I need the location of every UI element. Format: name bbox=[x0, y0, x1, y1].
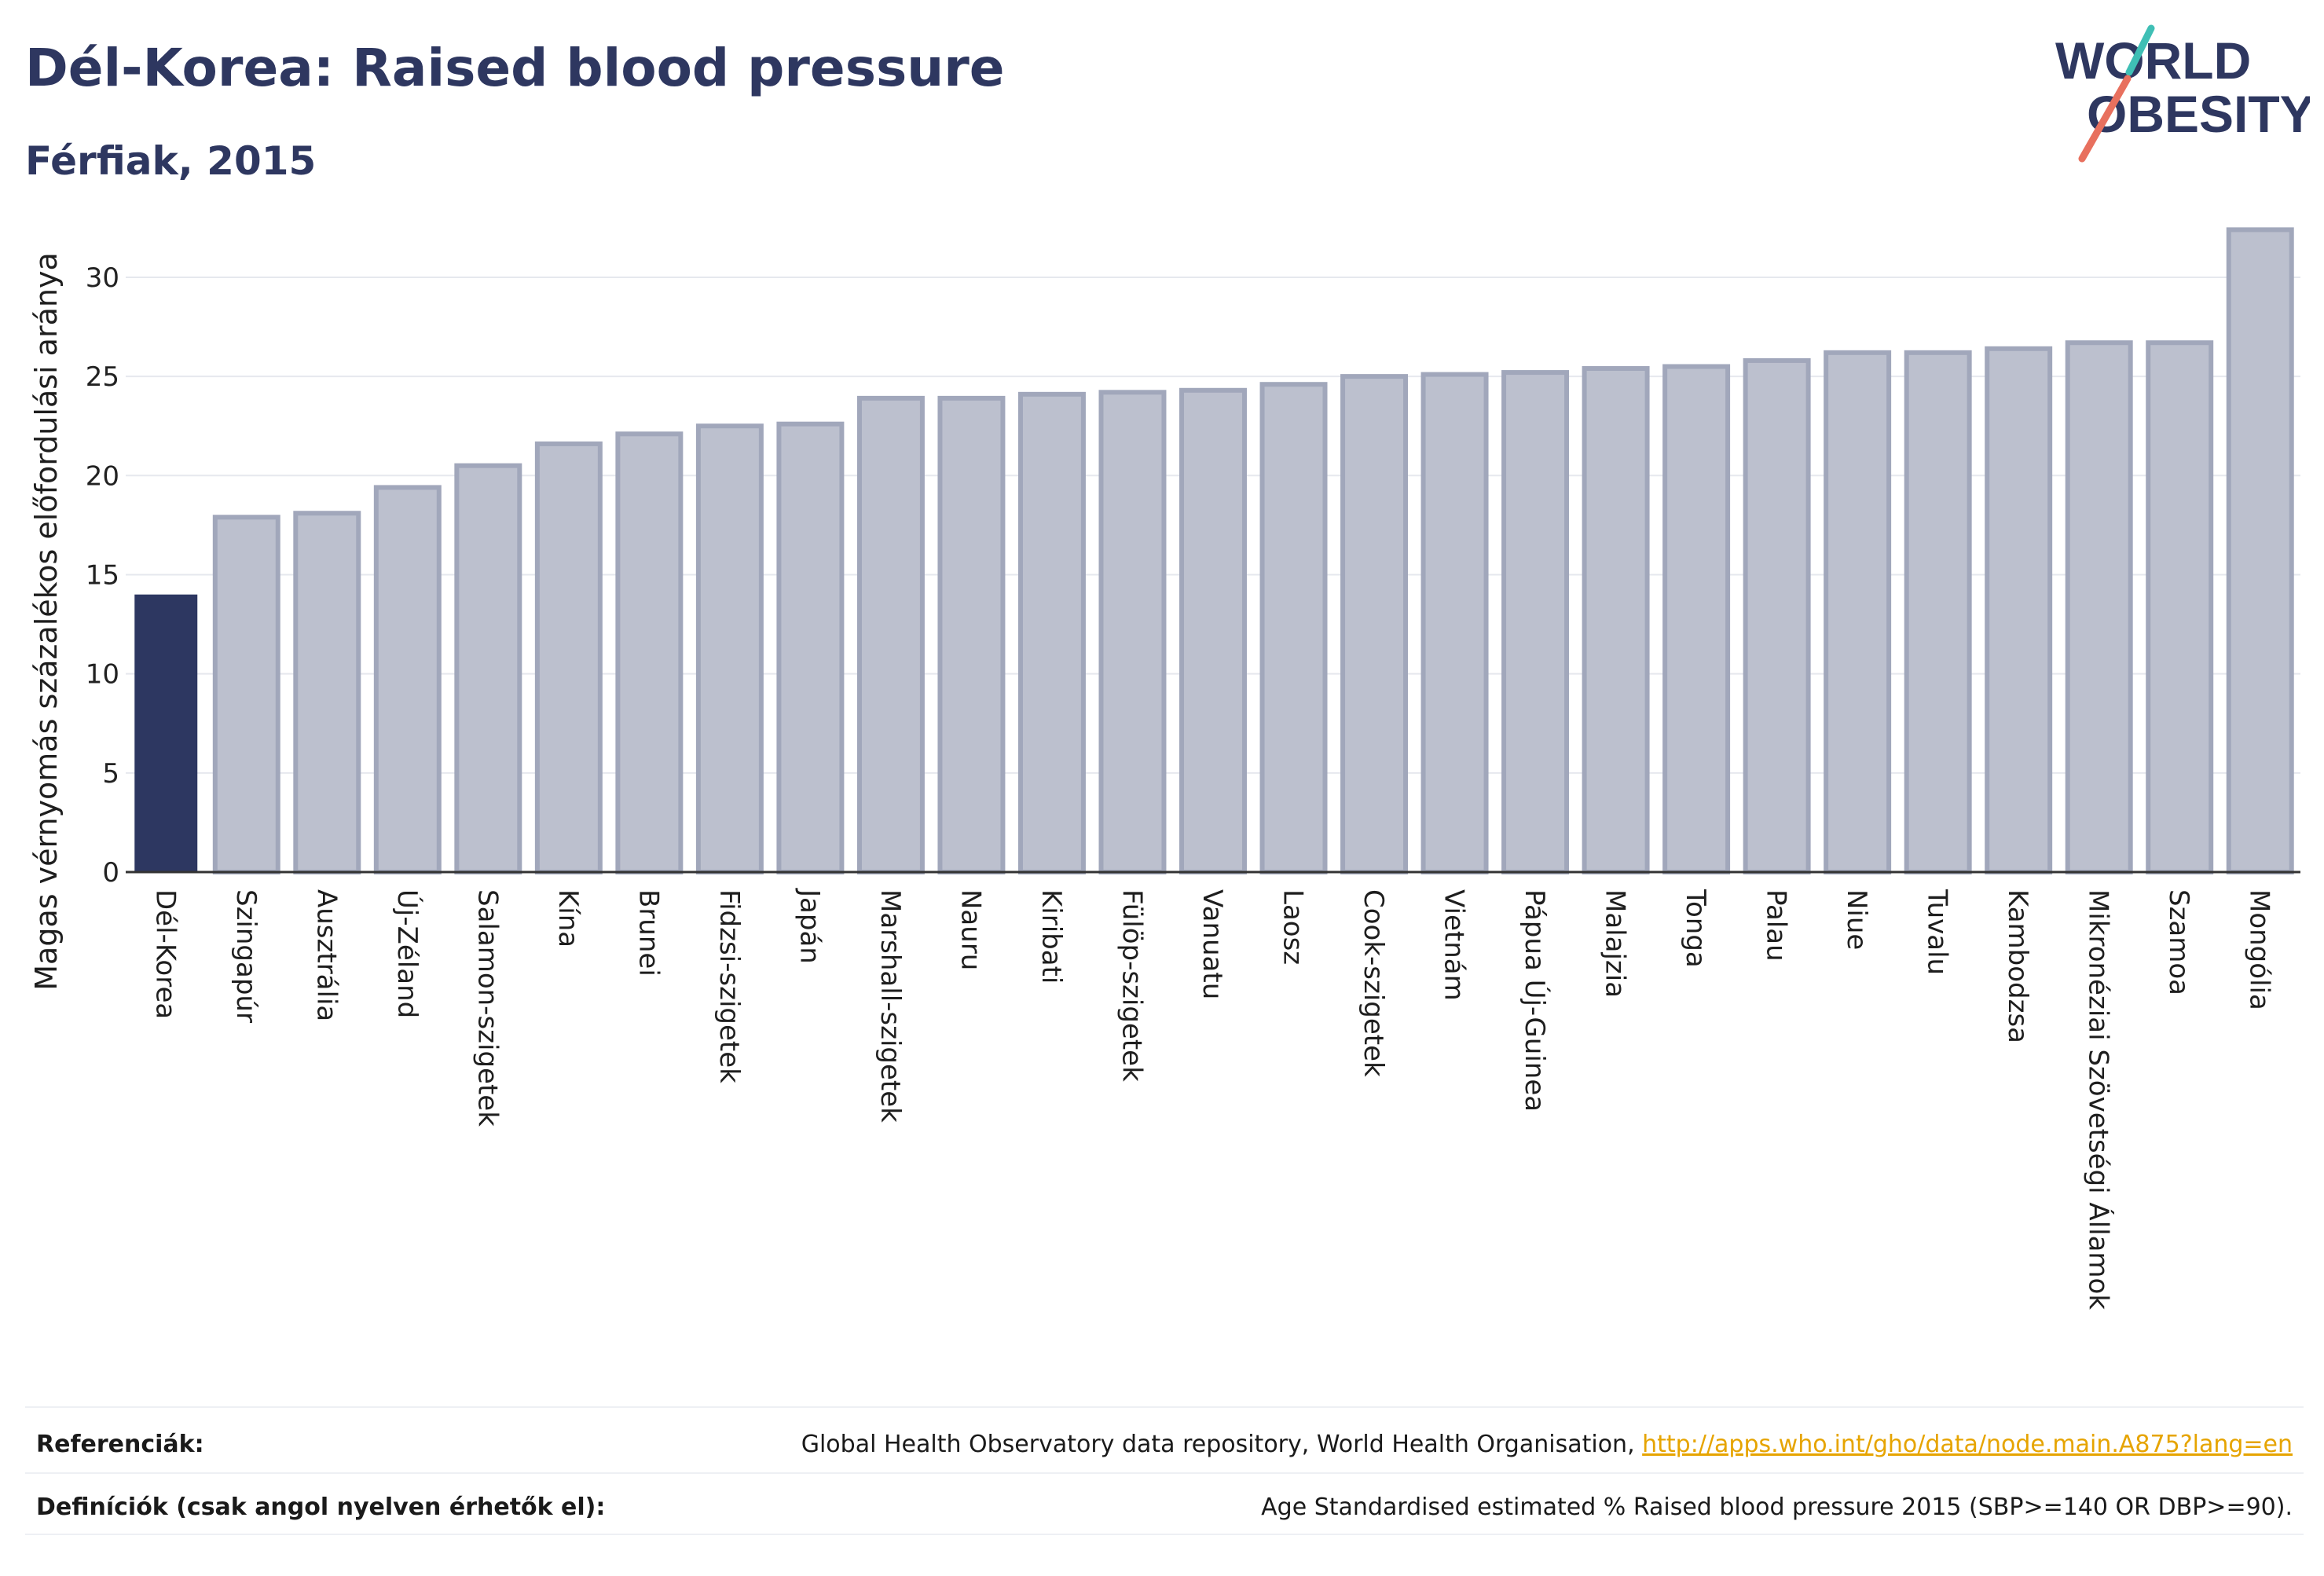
bar bbox=[2146, 340, 2214, 874]
y-tick-label: 15 bbox=[86, 559, 119, 591]
y-tick-label: 25 bbox=[86, 361, 119, 393]
chart-subtitle: Férfiak, 2015 bbox=[25, 138, 317, 184]
x-tick-label: Kína bbox=[552, 889, 584, 947]
definitions-row: Definíciók (csak angol nyelven érhetők e… bbox=[25, 1477, 2304, 1537]
bar bbox=[695, 423, 764, 874]
y-tick-label: 30 bbox=[86, 262, 119, 294]
bar bbox=[1743, 357, 1811, 875]
x-tick-label: Vanuatu bbox=[1197, 889, 1228, 999]
bar bbox=[1420, 372, 1489, 874]
x-tick-label: Niue bbox=[1841, 889, 1872, 950]
x-tick-label: Nauru bbox=[955, 889, 986, 970]
x-tick-label: Tuvalu bbox=[1922, 889, 1953, 975]
references-text: Global Health Observatory data repositor… bbox=[801, 1430, 1643, 1458]
bar bbox=[776, 421, 845, 874]
bar bbox=[2065, 340, 2133, 874]
x-tick-label: Kiribati bbox=[1036, 889, 1067, 984]
bar bbox=[2226, 227, 2294, 874]
bar bbox=[1985, 346, 2053, 875]
x-tick-label: Mikronéziai Szövetségi Államok bbox=[2083, 889, 2115, 1310]
x-tick-label: Pápua Új-Guinea bbox=[1519, 889, 1551, 1112]
bar bbox=[454, 463, 522, 874]
x-tick-label: Fidzsi-szigetek bbox=[713, 889, 745, 1083]
bar bbox=[1259, 382, 1328, 874]
x-tick-label: Laosz bbox=[1277, 889, 1309, 965]
logo-slash-teal bbox=[2125, 24, 2155, 76]
references-link[interactable]: http://apps.who.int/gho/data/node.main.A… bbox=[1642, 1430, 2293, 1458]
bar bbox=[615, 431, 684, 874]
y-tick-label: 0 bbox=[102, 857, 119, 889]
bar bbox=[1017, 391, 1086, 874]
logo-line-1: WORLD bbox=[2055, 31, 2251, 90]
definitions-label: Definíciók (csak angol nyelven érhetők e… bbox=[36, 1493, 606, 1521]
x-tick-label: Marshall-szigetek bbox=[874, 889, 906, 1123]
bar bbox=[1340, 374, 1409, 874]
x-tick-label: Dél-Korea bbox=[149, 889, 181, 1019]
x-tick-label: Szingapúr bbox=[230, 889, 262, 1023]
bar bbox=[373, 485, 442, 874]
chart-title: Dél-Korea: Raised blood pressure bbox=[25, 38, 1005, 98]
x-tick-label: Japán bbox=[794, 888, 825, 964]
footer-divider-bottom bbox=[25, 1534, 2304, 1535]
y-axis-label: Magas vérnyomás százalékos előfordulási … bbox=[29, 252, 64, 990]
x-tick-label: Ausztrália bbox=[310, 889, 342, 1021]
x-tick-label: Mongólia bbox=[2244, 889, 2275, 1010]
x-tick-label: Tonga bbox=[1680, 889, 1711, 968]
bar bbox=[856, 395, 925, 874]
bar bbox=[1662, 364, 1731, 874]
bar bbox=[1098, 390, 1167, 874]
references-label: Referenciák: bbox=[36, 1430, 204, 1458]
x-tick-label: Fülöp-szigetek bbox=[1116, 889, 1147, 1082]
x-tick-label: Vietnám bbox=[1439, 889, 1470, 1001]
x-tick-label: Kambodzsa bbox=[2002, 889, 2033, 1043]
logo-line-2: OBESITY bbox=[2087, 85, 2310, 143]
bar bbox=[1179, 387, 1247, 874]
y-tick-label: 20 bbox=[86, 460, 119, 492]
bar bbox=[937, 395, 1006, 874]
x-tick-label: Malajzia bbox=[1600, 889, 1631, 998]
x-tick-label: Brunei bbox=[632, 889, 664, 977]
references-row: Referenciák: Global Health Observatory d… bbox=[25, 1414, 2304, 1474]
x-tick-label: Új-Zéland bbox=[391, 889, 423, 1018]
references-source: Global Health Observatory data repositor… bbox=[801, 1431, 2293, 1458]
definitions-text: Age Standardised estimated % Raised bloo… bbox=[1261, 1493, 2293, 1521]
y-tick-label: 5 bbox=[102, 758, 119, 790]
x-tick-label: Szamoa bbox=[2163, 889, 2194, 995]
x-tick-label: Salamon-szigetek bbox=[471, 889, 503, 1127]
bar bbox=[1824, 350, 1892, 875]
y-tick-label: 10 bbox=[86, 659, 119, 691]
world-obesity-logo: WORLD OBESITY bbox=[2055, 24, 2310, 163]
bar-chart: 0 5 10 15 20 25 30 Dél-Korea Szingapúr Ausztrália… bbox=[29, 227, 2300, 1310]
bar bbox=[134, 594, 198, 872]
x-tick-label: Palau bbox=[1761, 889, 1792, 962]
logo-slash-coral bbox=[2078, 75, 2132, 163]
bar bbox=[1501, 370, 1570, 874]
bar bbox=[1582, 366, 1650, 874]
x-tick-label: Cook-szigetek bbox=[1358, 889, 1389, 1077]
bar bbox=[534, 441, 603, 874]
bar bbox=[293, 511, 361, 874]
footer-divider-top bbox=[25, 1406, 2304, 1408]
footer-divider-middle bbox=[25, 1472, 2304, 1474]
bar bbox=[1904, 350, 1972, 875]
bar bbox=[212, 515, 280, 874]
